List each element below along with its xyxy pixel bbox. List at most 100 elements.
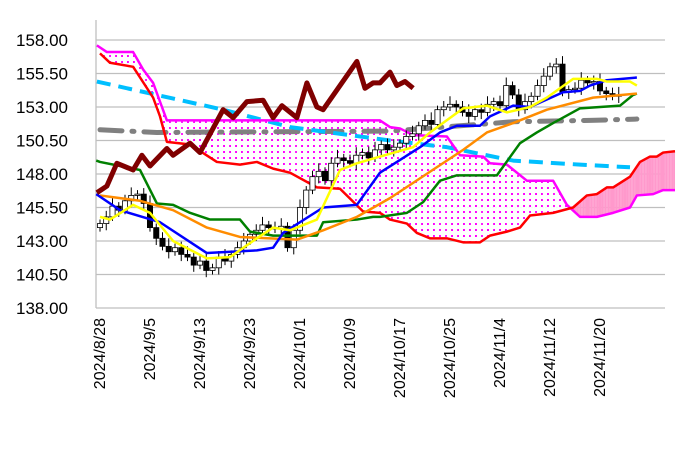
- candle: [603, 86, 610, 101]
- cloud-segment: [273, 120, 275, 170]
- cloud-segment: [500, 164, 502, 234]
- cloud-segment: [125, 52, 127, 66]
- cloud-segment: [196, 120, 199, 150]
- cloud-segment: [660, 152, 663, 191]
- cloud-segment: [182, 120, 185, 144]
- candle: [259, 216, 266, 235]
- y-tick-label: 150.50: [16, 132, 68, 151]
- cloud-segment: [284, 120, 286, 172]
- cloud-segment: [657, 154, 660, 193]
- cloud-segment: [437, 136, 440, 239]
- candle-body: [196, 260, 203, 266]
- cloud-segment: [639, 161, 641, 196]
- cloud-segment: [421, 135, 424, 236]
- cloud-segment: [256, 120, 258, 163]
- cloud-segment: [504, 164, 507, 233]
- cloud-segment: [595, 194, 597, 217]
- candle: [321, 167, 328, 185]
- cloud-segment: [589, 194, 591, 217]
- cloud-segment: [240, 120, 243, 165]
- y-tick-label: 155.50: [16, 65, 68, 84]
- cloud-segment: [379, 120, 382, 214]
- cloud-segment: [359, 120, 361, 210]
- cloud-segment: [450, 140, 452, 240]
- cloud-segment: [303, 120, 305, 181]
- cloud-segment: [242, 120, 244, 165]
- cloud-segment: [220, 120, 222, 163]
- x-tick-label: 2024/9/5: [142, 318, 159, 380]
- cloud-segment: [257, 120, 260, 163]
- cloud-segment: [231, 120, 233, 164]
- x-tick-label: 2024/11/4: [492, 318, 509, 388]
- cloud-segment: [404, 130, 407, 224]
- candle: [403, 130, 410, 150]
- cloud-segment: [281, 120, 283, 171]
- cloud-segment: [520, 175, 522, 228]
- cloud-segment: [270, 120, 272, 169]
- candle: [190, 253, 197, 272]
- cloud-segment: [665, 152, 668, 191]
- cloud-segment: [448, 138, 450, 240]
- cloud-segment: [590, 194, 593, 217]
- cloud-segment: [495, 163, 497, 235]
- cloud-segment: [418, 135, 421, 235]
- ma-yellow-line: [99, 77, 638, 260]
- candle-body: [190, 256, 197, 266]
- ma-gray-line: [97, 116, 640, 135]
- cloud-segment: [670, 151, 672, 191]
- cloud-segment: [279, 120, 282, 171]
- candle: [453, 100, 460, 114]
- cloud-segment: [482, 156, 485, 241]
- candle: [440, 100, 447, 117]
- cloud-segment: [490, 163, 493, 236]
- cloud-segment: [551, 180, 554, 214]
- cloud-segment: [446, 136, 449, 239]
- candle-body: [578, 79, 585, 89]
- cloud-segment: [132, 52, 135, 69]
- cloud-segment: [312, 120, 315, 186]
- cloud-segment: [365, 120, 368, 212]
- cloud-segment: [540, 180, 543, 215]
- x-tick-label: 2024/10/25: [442, 318, 459, 398]
- cloud-segment: [656, 155, 658, 193]
- cloud-segment: [287, 120, 290, 173]
- candle-body: [478, 109, 485, 113]
- cloud-segment: [476, 156, 479, 243]
- kijun-line: [95, 92, 638, 237]
- senkou-a-line: [96, 44, 675, 219]
- cloud-segment: [378, 120, 380, 213]
- cloud-segment: [534, 180, 536, 216]
- candle: [415, 121, 422, 141]
- x-tick-label: 2024/10/17: [392, 318, 409, 398]
- cloud-segment: [617, 183, 619, 212]
- cloud-segment: [593, 194, 596, 217]
- cloud-segment: [642, 159, 644, 196]
- cloud-segment: [293, 120, 296, 176]
- cloud-segment: [607, 187, 610, 215]
- cloud-segment: [390, 127, 393, 221]
- candle-body: [296, 207, 303, 231]
- cloud-segment: [396, 128, 399, 222]
- cloud-segment: [557, 188, 560, 212]
- cloud-segment: [425, 135, 427, 237]
- cloud-segment: [265, 120, 268, 167]
- cloud-segment: [375, 120, 377, 213]
- candle-body: [334, 157, 341, 164]
- candle: [165, 238, 172, 259]
- cloud-segment: [596, 193, 599, 217]
- ma-cyan-line: [96, 79, 631, 170]
- candle: [309, 170, 316, 195]
- cloud-segment: [632, 170, 635, 203]
- candle: [378, 140, 385, 157]
- candle: [215, 251, 222, 275]
- cloud-segment: [651, 156, 654, 195]
- candle-body: [584, 79, 591, 84]
- cloud-segment: [357, 120, 360, 208]
- candle: [284, 222, 291, 252]
- cloud-segment: [298, 120, 300, 179]
- cloud-segment: [528, 180, 530, 218]
- candle-body: [209, 267, 216, 271]
- cloud-segment: [542, 180, 544, 215]
- cloud-segment: [481, 156, 483, 242]
- cloud-segment: [115, 52, 118, 65]
